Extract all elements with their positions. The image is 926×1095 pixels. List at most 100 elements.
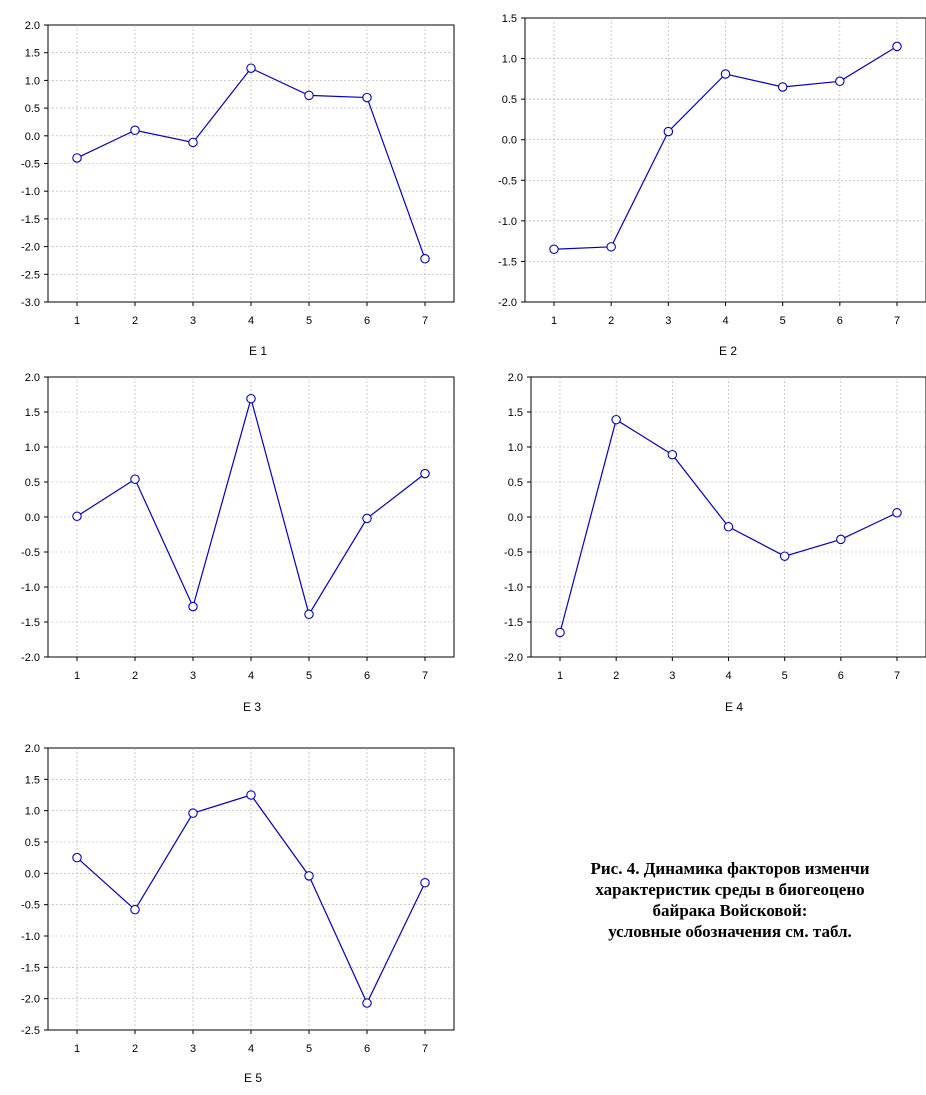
x-tick-label: 5 (780, 315, 786, 327)
y-tick-label: 0.0 (508, 512, 523, 524)
x-tick-label: 3 (190, 315, 196, 327)
data-point (72, 511, 82, 522)
y-tick-label: -2.0 (21, 242, 40, 254)
x-tick-label: 1 (557, 670, 563, 682)
y-tick-label: 1.5 (25, 407, 40, 419)
y-tick-label: -3.0 (21, 297, 40, 309)
x-tick-label: 5 (306, 670, 312, 682)
data-point (362, 92, 372, 103)
y-tick-label: 1.0 (25, 442, 40, 454)
x-tick-label: 2 (613, 670, 619, 682)
y-tick-label: -1.0 (21, 186, 40, 198)
series-line (76, 794, 426, 1005)
data-point (606, 242, 616, 252)
y-tick-label: 1.5 (502, 13, 517, 25)
x-tick-label: 4 (248, 1043, 254, 1055)
data-point (420, 877, 430, 888)
y-tick-label: -0.5 (498, 175, 517, 187)
y-tick-label: 0.5 (508, 477, 523, 489)
data-point (130, 474, 140, 484)
x-tick-label: 4 (248, 670, 254, 682)
x-tick-label: 1 (551, 315, 557, 327)
data-point (188, 601, 198, 612)
x-tick-label: 2 (132, 1043, 138, 1055)
x-tick-label: 6 (364, 1043, 370, 1055)
data-point (892, 508, 902, 518)
y-tick-label: -1.0 (21, 582, 40, 594)
y-tick-label: 0.5 (25, 477, 40, 489)
x-axis-label: E 2 (719, 344, 737, 358)
data-point (246, 393, 256, 404)
data-point (72, 852, 82, 863)
y-tick-label: -1.0 (498, 216, 517, 228)
data-point (663, 126, 674, 137)
y-tick-label: 2.0 (25, 743, 40, 755)
x-tick-label: 4 (722, 315, 728, 327)
x-tick-label: 6 (837, 315, 843, 327)
data-point (304, 90, 314, 101)
x-tick-label: 1 (74, 315, 80, 327)
y-tick-label: -1.5 (21, 617, 40, 629)
x-tick-label: 4 (248, 315, 254, 327)
chart-4: 2.0 1.5 1.0 0.5 0.0 -0.5 -1.0 -1.5 -2.0 1 2 3 4 5 6 7 E … (504, 372, 926, 714)
x-tick-label: 3 (190, 670, 196, 682)
y-tick-label: 0.5 (25, 103, 40, 115)
y-tick-label: -0.5 (21, 159, 40, 171)
y-tick-label: -2.0 (21, 652, 40, 664)
y-tick-label: -2.5 (21, 1025, 40, 1037)
x-tick-label: 7 (894, 315, 900, 327)
data-point (549, 244, 559, 255)
data-point (130, 125, 140, 136)
data-point (777, 82, 788, 92)
y-tick-label: 0.0 (25, 131, 40, 143)
data-point (188, 808, 198, 818)
data-point (835, 76, 845, 87)
y-tick-label: -1.5 (498, 256, 517, 268)
x-tick-label: 6 (364, 670, 370, 682)
x-tick-label: 5 (782, 670, 788, 682)
x-tick-label: 7 (422, 670, 428, 682)
y-tick-label: 0.5 (502, 94, 517, 106)
x-tick-label: 1 (74, 670, 80, 682)
data-point (779, 551, 790, 561)
data-point (420, 254, 430, 264)
y-tick-label: 1.0 (25, 75, 40, 87)
y-tick-label: -1.5 (504, 617, 523, 629)
y-tick-label: 0.5 (25, 837, 40, 849)
x-tick-label: 6 (838, 670, 844, 682)
y-tick-label: 1.0 (502, 54, 517, 66)
data-point (836, 534, 846, 545)
y-tick-label: -1.0 (504, 582, 523, 594)
y-tick-label: 2.0 (25, 20, 40, 32)
y-tick-label: 0.0 (502, 135, 517, 147)
data-point (304, 609, 314, 620)
data-point (420, 468, 430, 479)
y-tick-label: -2.0 (21, 994, 40, 1006)
x-tick-label: 2 (132, 315, 138, 327)
data-point (72, 153, 82, 163)
data-point (188, 137, 198, 148)
y-tick-label: 2.0 (25, 372, 40, 384)
y-tick-label: -1.5 (21, 214, 40, 226)
data-point (246, 63, 256, 73)
x-tick-label: 2 (608, 315, 614, 327)
x-tick-label: 4 (725, 670, 731, 682)
x-tick-label: 7 (422, 315, 428, 327)
y-tick-label: 0.0 (25, 868, 40, 880)
y-tick-label: -1.0 (21, 931, 40, 943)
caption-line-1: Рис. 4. Динамика факторов изменчи (590, 859, 870, 878)
x-tick-label: 7 (894, 670, 900, 682)
y-tick-label: -2.0 (504, 652, 523, 664)
y-tick-label: -0.5 (21, 900, 40, 912)
x-axis-label: E 1 (249, 344, 267, 358)
x-tick-label: 3 (665, 315, 671, 327)
data-point (611, 414, 621, 425)
caption-line-2: характеристик среды в биогеоцено (595, 880, 865, 899)
x-axis-label: E 4 (725, 700, 743, 714)
chart-5: 2.0 1.5 1.0 0.5 0.0 -0.5 -1.0 -1.5 -2.0 -2.5 1 2 3 4 5… (21, 743, 455, 1085)
data-point (304, 871, 314, 881)
y-tick-label: 1.0 (25, 806, 40, 818)
data-point (667, 449, 678, 460)
caption-line-4: условные обозначения см. табл. (608, 922, 852, 941)
